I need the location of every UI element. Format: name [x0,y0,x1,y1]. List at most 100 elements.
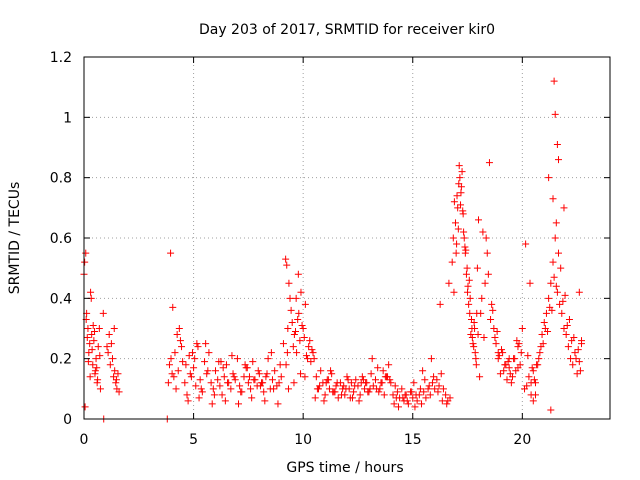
data-point [112,379,120,387]
grid-layer [84,57,610,419]
data-point [500,367,508,375]
data-point [477,309,485,317]
data-point [88,346,96,354]
data-point [210,391,218,399]
data-point [104,349,112,357]
data-point [398,385,406,393]
data-point [553,140,561,148]
data-point [321,391,329,399]
data-point [575,288,583,296]
tick-layer: 0 0.2 0.4 0.6 0.8 1 1.2 0 5 10 15 20 [50,50,610,448]
data-point [395,403,403,411]
data-point [422,394,430,402]
y-tick-label: 0.4 [50,291,72,307]
data-point [294,270,302,278]
data-point [438,397,446,405]
data-point [420,388,428,396]
data-point [571,349,579,357]
data-point [550,77,558,85]
data-point [389,391,397,399]
data-point [91,328,99,336]
data-point [298,321,306,329]
data-point [282,255,290,263]
data-point [551,234,559,242]
data-point [110,325,118,332]
x-tick-label: 20 [513,432,531,448]
data-point [531,391,539,399]
data-point [196,376,204,384]
data-point [114,370,122,378]
data-point [379,367,387,375]
data-point [204,367,212,375]
data-point [94,376,102,384]
data-point [514,364,522,372]
data-point [433,376,441,384]
y-tick-label: 1 [63,110,72,126]
data-point [471,349,479,357]
data-point [350,388,358,396]
data-point [460,228,468,236]
data-point [307,358,315,366]
data-point [317,367,325,375]
data-point [348,394,356,402]
data-point [375,388,383,396]
data-point [296,337,304,345]
data-point [462,246,470,254]
data-point [451,219,459,227]
data-point [218,391,226,399]
data-point [450,288,458,296]
data-point [505,355,513,363]
data-point [268,376,276,384]
data-point [347,379,355,387]
data-point [466,309,474,317]
data-point [245,373,253,381]
points-layer [80,77,586,423]
data-point [352,376,360,384]
data-point [408,388,416,396]
data-point [254,367,262,375]
data-point [93,364,101,372]
data-point [287,306,295,314]
data-point [181,379,189,387]
data-point [369,382,377,390]
data-point [474,331,482,339]
data-point [424,385,432,393]
data-point [191,355,199,363]
data-point [169,303,177,311]
data-point [467,331,475,339]
data-point [87,288,95,296]
data-point [514,343,522,351]
data-point [485,159,493,167]
data-point [575,358,583,366]
data-point [282,361,290,369]
x-tick-label: 10 [294,432,312,448]
data-point [554,156,562,164]
data-point [331,388,339,396]
data-point [465,300,473,308]
data-point [448,258,456,266]
data-point [81,258,89,266]
data-point [202,340,210,348]
data-point [286,294,294,302]
data-point [366,385,374,393]
data-point [264,355,272,363]
data-point [95,325,103,332]
y-tick-label: 1.2 [50,50,72,66]
data-point [562,331,570,339]
data-point [221,397,229,405]
data-point [340,382,348,390]
data-point [560,325,568,332]
data-point [96,352,104,360]
data-point [490,325,498,332]
data-point [445,279,453,287]
data-point [306,337,314,345]
data-point [428,379,436,387]
data-point [216,382,224,390]
data-point [515,340,523,348]
data-point [263,370,271,378]
data-point [299,325,307,332]
y-tick-label: 0.2 [50,352,72,368]
data-point [358,373,366,381]
data-point [549,258,557,266]
data-point [362,379,370,387]
